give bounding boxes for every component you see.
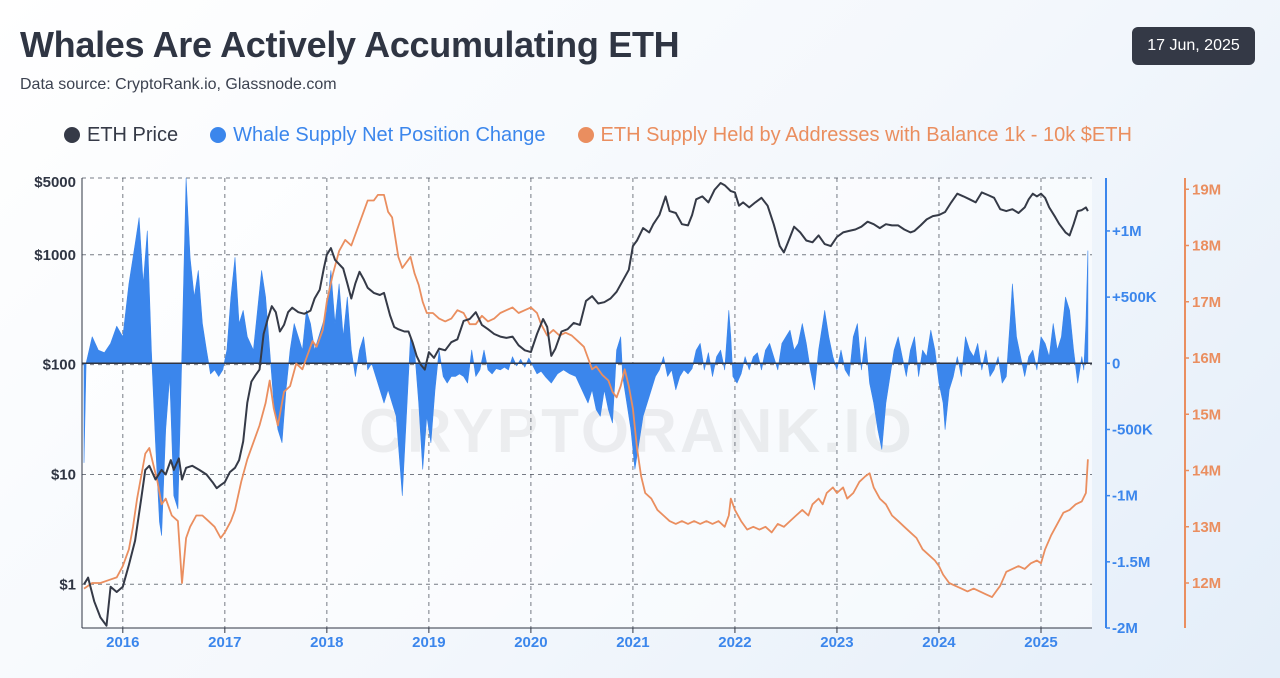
supply-tick-label-1: 18M: [1192, 238, 1221, 255]
legend-marker-whale-change: [210, 127, 227, 143]
legend-marker-eth-price: [64, 127, 80, 143]
x-tick-label-2019: 2019: [412, 634, 445, 651]
x-tick-label-2020: 2020: [514, 634, 547, 651]
supply-tick-label-7: 12M: [1192, 575, 1221, 592]
price-tick-label-3: $1000: [34, 247, 76, 264]
x-tick-label-2024: 2024: [922, 634, 956, 651]
whale-tick-label-2: 0: [1112, 355, 1120, 372]
series-price-line: [83, 182, 1089, 627]
legend-marker-supply: [577, 127, 594, 143]
supply-tick-label-0: 19M: [1192, 181, 1221, 198]
date-badge: 17 Jun, 2025: [1132, 27, 1255, 65]
supply-tick-label-5: 14M: [1192, 463, 1221, 480]
x-tick-label-2018: 2018: [310, 634, 343, 651]
whale-tick-label-0: +1M: [1112, 223, 1142, 240]
legend-label-eth-price: ETH Price: [87, 123, 179, 146]
supply-tick-label-4: 15M: [1192, 406, 1221, 423]
chart-title: Whales Are Actively Accumulating ETH: [20, 24, 680, 65]
price-tick-label-0: $1: [59, 576, 76, 593]
supply-tick-label-2: 17M: [1192, 294, 1221, 311]
whale-tick-label-5: -1.5M: [1112, 554, 1150, 571]
legend-item-eth-price[interactable]: ETH Price: [64, 124, 178, 147]
chart-legend: ETH Price Whale Supply Net Position Chan…: [64, 121, 1164, 149]
legend-item-supply[interactable]: ETH Supply Held by Addresses with Balanc…: [577, 123, 1132, 147]
supply-tick-label-6: 13M: [1192, 519, 1221, 536]
price-tick-label-4: $5000: [34, 174, 76, 191]
chart-subtitle: Data source: CryptoRank.io, Glassnode.co…: [20, 76, 337, 93]
legend-label-supply: ETH Supply Held by Addresses with Balanc…: [600, 123, 1132, 146]
x-tick-label-2021: 2021: [616, 634, 649, 651]
supply-tick-label-3: 16M: [1192, 350, 1221, 367]
whale-tick-label-6: -2M: [1112, 620, 1138, 637]
whale-tick-label-3: -500K: [1112, 421, 1153, 438]
x-tick-label-2017: 2017: [208, 634, 241, 651]
series-supply-line: [83, 194, 1089, 598]
whale-tick-label-4: -1M: [1112, 488, 1138, 505]
price-tick-label-1: $10: [51, 466, 76, 483]
plot-background: [82, 178, 1092, 628]
x-tick-label-2023: 2023: [820, 634, 853, 651]
series-whale-area: [83, 177, 1089, 536]
legend-item-whale-change[interactable]: Whale Supply Net Position Change: [210, 123, 546, 147]
whale-tick-label-1: +500K: [1112, 289, 1157, 306]
x-tick-label-2016: 2016: [106, 634, 139, 651]
legend-label-whale-change: Whale Supply Net Position Change: [233, 123, 546, 146]
x-tick-label-2022: 2022: [718, 634, 751, 651]
price-tick-label-2: $100: [43, 357, 76, 374]
x-tick-label-2025: 2025: [1024, 634, 1057, 651]
